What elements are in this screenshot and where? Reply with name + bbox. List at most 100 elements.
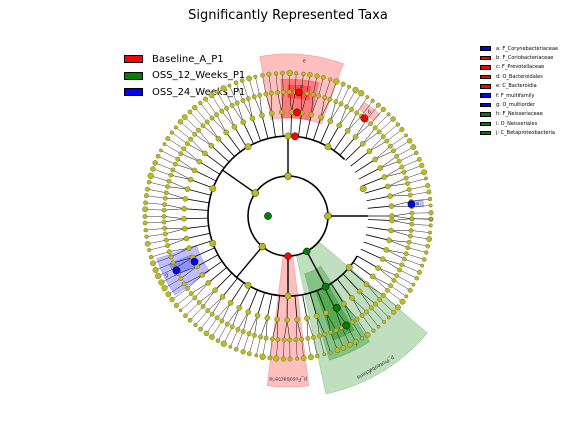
- order-node: [199, 272, 206, 278]
- order-node: [304, 315, 310, 322]
- genus-node: [334, 347, 341, 353]
- genus-node: [209, 334, 215, 340]
- family-branch: [366, 284, 384, 296]
- order-branch: [320, 120, 331, 144]
- genus-branch: [216, 91, 227, 109]
- family-node: [269, 90, 274, 96]
- family-branch: [167, 186, 188, 190]
- genus-branch: [307, 338, 312, 358]
- genus-branch: [371, 307, 385, 323]
- family-node: [275, 90, 280, 95]
- genus-node: [352, 86, 359, 94]
- genus-node: [414, 150, 419, 156]
- order-node: [202, 150, 208, 157]
- genus-node: [307, 354, 314, 361]
- genus-branch: [387, 290, 403, 302]
- genus-branch: [393, 140, 410, 152]
- genus-node: [208, 92, 215, 99]
- genus-node: [152, 267, 159, 273]
- genus-branch: [319, 335, 325, 355]
- family-branch: [216, 114, 227, 133]
- family-branch: [231, 105, 244, 123]
- genus-branch: [176, 293, 192, 306]
- order-branch: [234, 126, 248, 148]
- family-branch: [198, 289, 216, 303]
- biomarker-node-a: [407, 200, 416, 208]
- genus-branch: [175, 127, 191, 140]
- genus-branch: [235, 82, 244, 101]
- family-branch: [265, 317, 268, 339]
- genus-node: [161, 285, 168, 292]
- family-branch: [289, 91, 292, 113]
- genus-branch: [200, 102, 213, 119]
- genus-node: [240, 349, 246, 355]
- order-node: [375, 265, 381, 271]
- family-node: [181, 281, 187, 287]
- family-node: [240, 98, 246, 103]
- family-branch: [254, 96, 263, 116]
- family-branch: [391, 220, 412, 225]
- genus-branch: [410, 235, 430, 240]
- family-node: [408, 233, 413, 239]
- family-node: [235, 327, 241, 332]
- genus-node: [421, 257, 427, 262]
- genus-node: [162, 142, 167, 146]
- order-node: [236, 305, 242, 311]
- family-node: [165, 184, 170, 189]
- family-branch: [236, 102, 244, 123]
- family-node: [224, 105, 229, 111]
- genus-branch: [375, 303, 389, 318]
- family-node: [209, 311, 215, 317]
- family-node: [170, 167, 176, 173]
- genus-branch: [241, 80, 249, 99]
- family-branch: [390, 189, 410, 197]
- family-branch: [377, 267, 395, 281]
- family-branch: [190, 138, 206, 154]
- key-swatch: [480, 84, 491, 89]
- genus-branch: [352, 321, 363, 339]
- family-node: [406, 239, 412, 245]
- family-node: [354, 316, 360, 322]
- root-node: [264, 212, 272, 220]
- family-branch: [372, 276, 388, 291]
- genus-node: [380, 106, 386, 112]
- family-node: [162, 231, 168, 237]
- family-node: [349, 319, 355, 325]
- genus-branch: [346, 89, 356, 107]
- family-branch: [247, 98, 253, 119]
- family-branch: [172, 169, 191, 180]
- order-branch: [202, 260, 223, 276]
- family-branch: [166, 192, 186, 200]
- family-node: [397, 267, 402, 273]
- genus-node: [307, 71, 313, 78]
- genus-branch: [341, 327, 351, 345]
- order-branch: [342, 273, 360, 292]
- order-branch: [266, 294, 273, 318]
- genus-node: [253, 74, 258, 79]
- genus-branch: [164, 143, 181, 154]
- legend-item-oss24: OSS_24_Weeks_P1: [124, 84, 245, 101]
- family-branch: [351, 297, 363, 316]
- family-node: [384, 138, 390, 144]
- genus-node: [181, 114, 188, 120]
- family-node: [161, 214, 167, 219]
- family-branch: [306, 318, 314, 338]
- order-node: [254, 312, 261, 319]
- genus-node: [425, 244, 430, 249]
- family-branch: [194, 282, 209, 299]
- genus-node: [376, 324, 381, 329]
- genus-node: [417, 269, 422, 275]
- genus-node: [142, 214, 148, 219]
- family-branch: [330, 103, 342, 122]
- genus-node: [320, 75, 326, 80]
- genus-branch: [301, 73, 304, 93]
- genus-branch: [149, 181, 168, 187]
- legend-item-oss12: OSS_12_Weeks_P1: [124, 68, 245, 85]
- class-node: [209, 185, 217, 193]
- genus-branch: [379, 299, 394, 313]
- genus-node: [169, 297, 175, 303]
- genus-branch: [145, 202, 165, 205]
- genus-node: [419, 162, 425, 169]
- family-branch: [183, 148, 200, 162]
- key-item: j: C_Betaproteobacteria: [480, 129, 558, 138]
